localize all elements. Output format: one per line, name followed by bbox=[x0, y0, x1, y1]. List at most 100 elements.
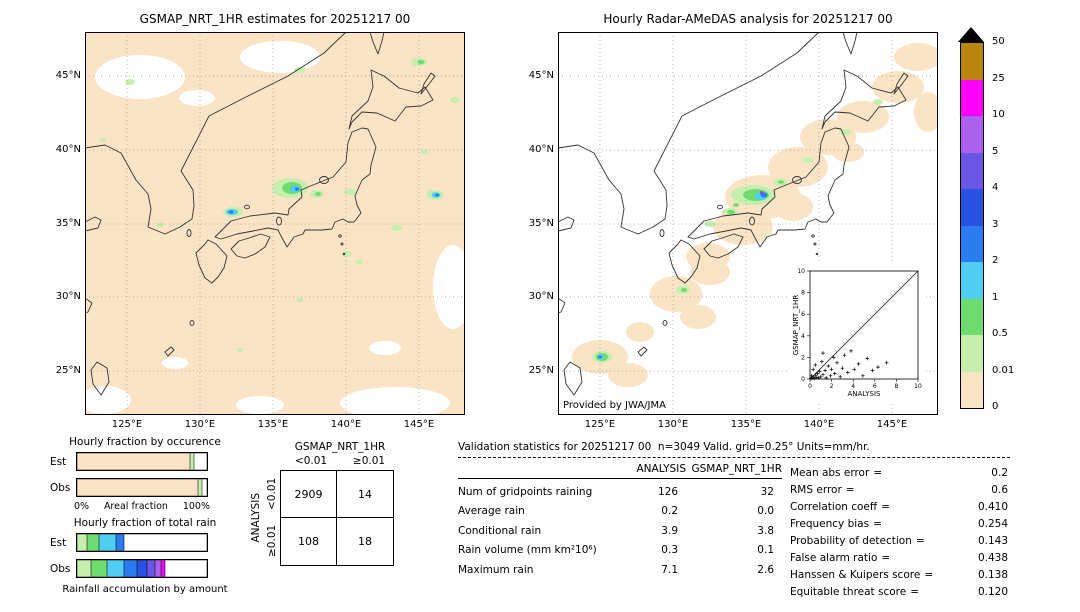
occurrence-chart-title: Hourly fraction by occurence bbox=[69, 436, 221, 448]
metric-label: Hanssen & Kuipers score bbox=[790, 568, 921, 581]
scatter-point bbox=[846, 370, 850, 375]
colorbar-segment bbox=[961, 335, 983, 372]
colorbar-segment bbox=[961, 371, 983, 408]
bar-segment bbox=[77, 453, 191, 470]
no-rain-patches bbox=[79, 41, 473, 419]
stats-table-row: Maximum rain 7.1 2.6 bbox=[458, 560, 782, 580]
scatter-point bbox=[838, 375, 842, 379]
scatter-point bbox=[814, 375, 819, 380]
rain-cells bbox=[100, 58, 460, 352]
bar-segment bbox=[87, 534, 100, 551]
scatter-point bbox=[820, 359, 824, 364]
colorbar-segment bbox=[961, 79, 983, 116]
lon-tick-label: 145°E bbox=[403, 419, 435, 430]
colorbar-tick-label: 0.01 bbox=[992, 364, 1015, 376]
bar-segment bbox=[147, 560, 155, 577]
lat-tick-label: 40°N bbox=[528, 144, 554, 155]
metric-line: Equitable threat score = 0.120 bbox=[790, 583, 1008, 600]
scatter-point bbox=[876, 365, 880, 369]
colorbar-tick-label: 25 bbox=[992, 72, 1005, 84]
colorbar-tick-label: 0.5 bbox=[992, 328, 1008, 339]
stat-analysis-value: 0.3 bbox=[661, 544, 678, 557]
analysis-column-header: ANALYSIS bbox=[636, 463, 686, 475]
bar-segment bbox=[165, 560, 207, 577]
bar-segment bbox=[77, 560, 92, 577]
radar-precip-map: 0 2 4 6 8 10 0 2 4 6 8 10 ANALYSIS GSMAP_NRT_1HR P… bbox=[529, 31, 942, 430]
inset-x-tick-label: 4 bbox=[851, 383, 855, 390]
totalrain-caption: Rainfall accumulation by amount bbox=[62, 584, 228, 595]
bar-segment bbox=[99, 534, 116, 551]
scatter-point bbox=[816, 376, 821, 380]
equals-sign: = bbox=[915, 534, 925, 547]
stat-gsmap-value: 2.6 bbox=[757, 563, 774, 576]
scatter-point bbox=[856, 362, 861, 366]
bar-segment bbox=[190, 453, 194, 470]
inset-scatter: 0 2 4 6 8 10 0 2 4 6 8 10 ANALYSIS GSMAP_NRT_1HR bbox=[788, 263, 926, 403]
stat-label: Average rain bbox=[458, 505, 525, 518]
inset-x-tick-label: 0 bbox=[808, 383, 812, 390]
contingency-cell: 14 bbox=[337, 471, 393, 518]
axis-title: Areal fraction bbox=[103, 501, 168, 512]
colorbar-tick-label: 4 bbox=[992, 182, 999, 193]
equals-sign: = bbox=[845, 483, 855, 496]
scatter-point bbox=[832, 355, 836, 360]
bar-segment bbox=[123, 560, 137, 577]
stats-table-row: Average rain 0.2 0.0 bbox=[458, 502, 782, 522]
inset-x-axis: 0 2 4 6 8 10 bbox=[808, 379, 922, 390]
bar-segment bbox=[197, 479, 202, 496]
lat-tick-label: 45°N bbox=[528, 70, 554, 81]
stat-label: Rain volume (mm km²10⁶) bbox=[458, 544, 597, 557]
lat-tick-label: 25°N bbox=[528, 365, 554, 376]
map-border bbox=[85, 32, 465, 415]
est-totalrain-bar bbox=[76, 533, 208, 552]
stat-label: Num of gridpoints raining bbox=[458, 485, 593, 498]
colorbar-segment bbox=[961, 189, 983, 226]
lon-tick-label: 130°E bbox=[184, 419, 216, 430]
contingency-col-labels: <0.01 ≥0.01 bbox=[282, 455, 398, 467]
metric-value: 0.120 bbox=[977, 585, 1008, 598]
scatter-point bbox=[826, 364, 831, 368]
est-occurrence-bar bbox=[76, 452, 208, 471]
row-label-above-threshold: ≥0.01 bbox=[266, 524, 278, 557]
bar-segment bbox=[154, 560, 162, 577]
scatter-point bbox=[823, 368, 827, 373]
areal-fraction-axis: 0% Areal fraction 100% bbox=[74, 501, 210, 512]
scatter-point bbox=[811, 367, 815, 372]
colorbar-tick-label: 50 bbox=[992, 36, 1005, 47]
stat-gsmap-value: 0.0 bbox=[757, 505, 774, 518]
inset-scatter-points bbox=[809, 349, 889, 381]
metric-line: Hanssen & Kuipers score = 0.138 bbox=[790, 566, 1008, 583]
stats-title: Validation statistics for 20251217 00 n=… bbox=[458, 441, 1010, 458]
right-map-title: Hourly Radar-AMeDAS analysis for 2025121… bbox=[603, 12, 893, 26]
obs-totalrain-row: Obs bbox=[50, 559, 240, 578]
scatter-point bbox=[828, 374, 833, 378]
lon-tick-label: 135°E bbox=[730, 419, 762, 430]
left-map-canvas bbox=[79, 31, 473, 419]
stat-label: Conditional rain bbox=[458, 524, 542, 537]
metric-value: 0.6 bbox=[991, 483, 1008, 496]
metric-label: Mean abs error bbox=[790, 466, 870, 479]
inset-x-tick-label: 8 bbox=[894, 383, 898, 390]
colorbar-tick-label: 1 bbox=[992, 291, 999, 303]
inset-x-tick-label: 6 bbox=[873, 383, 877, 390]
stats-table-row: Rain volume (mm km²10⁶) 0.3 0.1 bbox=[458, 541, 782, 561]
contingency-cell: 18 bbox=[358, 535, 372, 548]
colorbar: 50 25 10 5 4 3 2 1 0.5 0.01 0 bbox=[958, 27, 1014, 412]
axis-max-label: 100% bbox=[182, 501, 210, 512]
scatter-point bbox=[813, 373, 818, 377]
axis-min-label: 0% bbox=[74, 501, 90, 512]
metric-line: RMS error = 0.6 bbox=[790, 481, 1008, 498]
colorbar-segment bbox=[961, 43, 983, 80]
metric-value: 0.254 bbox=[977, 517, 1008, 530]
contingency-row-axis-title: ANALYSIS bbox=[250, 493, 262, 543]
contingency-cell: 2909 bbox=[281, 471, 337, 518]
contingency-table: GSMAP_NRT_1HR <0.01 ≥0.01 ANALYSIS <0.01… bbox=[248, 441, 438, 566]
obs-occurrence-bar bbox=[76, 478, 208, 497]
stats-table-row: Num of gridpoints raining 126 32 bbox=[458, 482, 782, 502]
col-label-below-threshold: <0.01 bbox=[294, 455, 328, 467]
colorbar-segment bbox=[961, 225, 983, 262]
colorbar-segment bbox=[961, 116, 983, 153]
contingency-cells: 2909 14 108 18 bbox=[280, 470, 394, 566]
stat-analysis-value: 126 bbox=[657, 485, 678, 498]
